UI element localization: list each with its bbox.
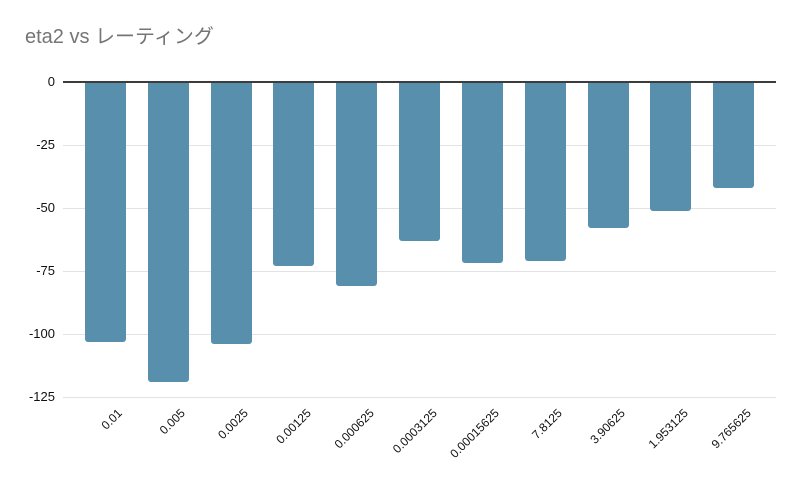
bar[interactable] [461, 82, 503, 263]
bar[interactable] [210, 82, 252, 344]
x-axis-category-label: 0.00125 [273, 406, 314, 447]
bar[interactable] [587, 82, 629, 228]
bar[interactable] [713, 82, 755, 188]
gridline [63, 397, 776, 398]
gridline [63, 334, 776, 335]
bar[interactable] [399, 82, 440, 241]
gridline [63, 271, 776, 272]
bar[interactable] [273, 82, 315, 266]
bar[interactable] [147, 82, 189, 382]
y-axis-tick-label: 0 [47, 74, 55, 89]
x-axis-category-label: 7.8125 [529, 406, 566, 442]
x-axis-category-label: 3.90625 [587, 406, 628, 447]
y-axis-tick-label: -125 [28, 389, 55, 404]
x-axis-category-label: 9.765625 [708, 406, 754, 452]
x-axis-category-label: 0.005 [156, 406, 189, 438]
x-axis-category-label: 0.000625 [331, 406, 377, 452]
x-axis-category-label: 0.01 [98, 406, 126, 433]
x-axis-category-label: 0.0003125 [389, 406, 440, 457]
y-axis-tick-label: -100 [28, 326, 55, 341]
y-axis-tick-label: -75 [36, 263, 55, 278]
y-axis-tick-label: -50 [36, 200, 55, 215]
x-axis-category-label: 0.0025 [215, 406, 251, 442]
y-axis-tick-label: -25 [36, 137, 55, 152]
x-axis-zero-line [63, 81, 776, 83]
bar[interactable] [84, 82, 126, 342]
chart-title: eta2 vs レーティング [25, 26, 214, 48]
x-axis-category-label: 0.00015625 [447, 406, 503, 461]
bar[interactable] [650, 82, 692, 211]
bar[interactable] [336, 82, 378, 286]
bar[interactable] [524, 82, 566, 261]
x-axis-category-label: 1.953125 [645, 406, 691, 452]
